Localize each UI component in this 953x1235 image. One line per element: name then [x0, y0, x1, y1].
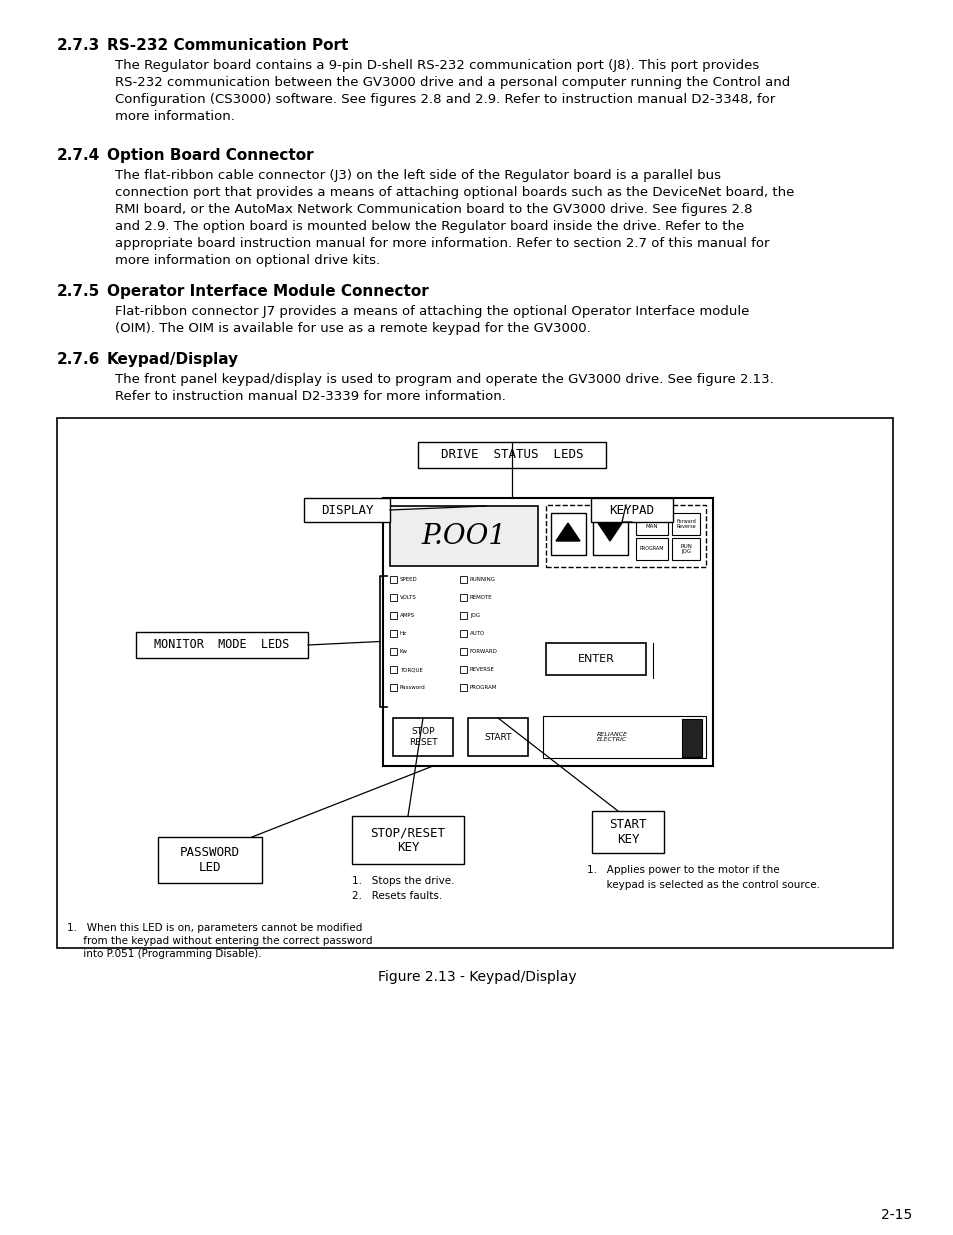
Text: The Regulator board contains a 9-pin D-shell RS-232 communication port (J8). Thi: The Regulator board contains a 9-pin D-s… — [115, 59, 789, 124]
Text: STOP/RESET
KEY: STOP/RESET KEY — [370, 826, 445, 853]
Text: SPEED: SPEED — [399, 577, 417, 582]
Text: Keypad/Display: Keypad/Display — [107, 352, 239, 367]
Bar — [459, 684, 467, 692]
Text: START: START — [484, 732, 511, 741]
Polygon shape — [556, 522, 579, 541]
Bar — [390, 666, 396, 673]
Text: DISPLAY: DISPLAY — [320, 504, 373, 516]
Text: 2-15: 2-15 — [881, 1208, 912, 1221]
Text: START
KEY: START KEY — [609, 818, 646, 846]
Bar — [545, 505, 705, 567]
Text: AUTO
MAN: AUTO MAN — [643, 519, 659, 530]
Text: RS-232 Communication Port: RS-232 Communication Port — [107, 38, 348, 53]
Text: FORWARD: FORWARD — [470, 650, 497, 655]
Bar — [459, 648, 467, 655]
Bar — [542, 716, 705, 758]
Text: REMOTE: REMOTE — [470, 595, 492, 600]
Text: AUTO: AUTO — [470, 631, 485, 636]
Text: 2.7.4: 2.7.4 — [57, 148, 100, 163]
Bar — [390, 648, 396, 655]
Text: 1.   When this LED is on, parameters cannot be modified
     from the keypad wit: 1. When this LED is on, parameters canno… — [67, 923, 372, 960]
Text: Flat-ribbon connector J7 provides a means of attaching the optional Operator Int: Flat-ribbon connector J7 provides a mean… — [115, 305, 749, 335]
Bar — [636, 513, 667, 535]
Text: The front panel keypad/display is used to program and operate the GV3000 drive. : The front panel keypad/display is used t… — [115, 373, 773, 403]
Text: PROGRAM: PROGRAM — [639, 547, 663, 552]
Bar — [352, 816, 463, 864]
Text: Operator Interface Module Connector: Operator Interface Module Connector — [107, 284, 428, 299]
Text: Figure 2.13 - Keypad/Display: Figure 2.13 - Keypad/Display — [377, 969, 576, 984]
Text: 2.7.5: 2.7.5 — [57, 284, 100, 299]
Text: RUNNING: RUNNING — [470, 577, 496, 582]
Bar — [671, 538, 700, 559]
Text: DRIVE  STATUS  LEDS: DRIVE STATUS LEDS — [440, 448, 582, 462]
Text: Kw: Kw — [399, 650, 408, 655]
Bar — [636, 538, 667, 559]
Bar — [390, 506, 537, 566]
Text: ENTER: ENTER — [577, 655, 614, 664]
Text: REVERSE: REVERSE — [470, 667, 495, 672]
Bar — [304, 498, 390, 522]
Text: MONITOR  MODE  LEDS: MONITOR MODE LEDS — [154, 638, 290, 652]
Text: PASSWORD
LED: PASSWORD LED — [180, 846, 240, 874]
Text: The flat-ribbon cable connector (J3) on the left side of the Regulator board is : The flat-ribbon cable connector (J3) on … — [115, 169, 794, 267]
Text: 2.7.6: 2.7.6 — [57, 352, 100, 367]
Bar — [158, 837, 262, 883]
Text: VOLTS: VOLTS — [399, 595, 416, 600]
Bar — [382, 498, 712, 766]
Bar — [390, 684, 396, 692]
Bar — [593, 513, 627, 555]
Text: Hz: Hz — [399, 631, 407, 636]
Bar — [57, 417, 892, 948]
Bar — [390, 613, 396, 619]
Text: 2.7.3: 2.7.3 — [57, 38, 100, 53]
Bar — [592, 811, 663, 853]
Bar — [136, 632, 308, 658]
Bar — [681, 719, 701, 757]
Bar — [468, 718, 527, 756]
Polygon shape — [598, 522, 621, 541]
Bar — [459, 630, 467, 637]
Bar — [459, 666, 467, 673]
Bar — [459, 594, 467, 601]
Text: JOG: JOG — [470, 613, 479, 618]
Text: P.OO1: P.OO1 — [421, 522, 506, 550]
Bar — [390, 576, 396, 583]
Bar — [590, 498, 672, 522]
Bar — [393, 718, 453, 756]
Text: 1.   Stops the drive.
2.   Resets faults.: 1. Stops the drive. 2. Resets faults. — [352, 876, 454, 900]
Text: Password: Password — [399, 685, 425, 690]
Text: KEYPAD: KEYPAD — [609, 504, 654, 516]
Text: RUN
JOG: RUN JOG — [679, 543, 691, 555]
Bar — [459, 613, 467, 619]
Text: Option Board Connector: Option Board Connector — [107, 148, 314, 163]
Bar — [671, 513, 700, 535]
Bar — [390, 594, 396, 601]
Text: Forward
Reverse: Forward Reverse — [676, 519, 695, 530]
Text: TORQUE: TORQUE — [399, 667, 422, 672]
Text: STOP
RESET: STOP RESET — [408, 727, 436, 747]
Bar — [545, 643, 645, 676]
Bar — [417, 442, 605, 468]
Bar — [551, 513, 585, 555]
Bar — [459, 576, 467, 583]
Text: 1.   Applies power to the motor if the
      keypad is selected as the control s: 1. Applies power to the motor if the key… — [586, 864, 820, 889]
Text: PROGRAM: PROGRAM — [470, 685, 497, 690]
Text: AMPS: AMPS — [399, 613, 415, 618]
Text: RELIANCE
ELECTRIC: RELIANCE ELECTRIC — [597, 731, 627, 742]
Bar — [390, 630, 396, 637]
